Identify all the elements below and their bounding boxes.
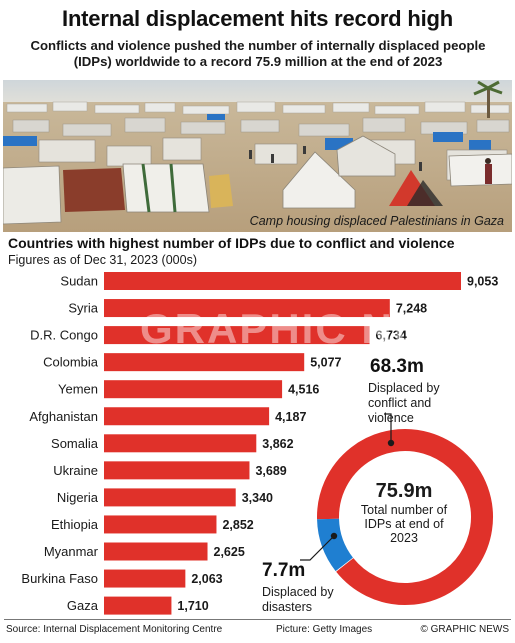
bar-yemen [104,380,283,399]
bar-myanmar [104,542,208,561]
bar-category-label: Gaza [67,598,99,613]
bar-value-label: 2,852 [222,518,253,532]
bar-somalia [104,434,257,453]
disaster-slice-value: 7.7m [262,560,306,581]
bar-category-label: Colombia [43,355,99,370]
disaster-leader-line [300,537,333,561]
palm-tree-icon [473,80,503,118]
conflict-slice-value: 68.3m [370,356,424,377]
bar-value-label: 1,710 [177,599,208,613]
bar-category-label: Burkina Faso [21,571,98,586]
footer-source: Source: Internal Displacement Monitoring… [6,624,223,635]
donut-total-value: 75.9m [375,480,433,502]
footer-picture-credit: Picture: Getty Images [276,624,373,635]
conflict-slice-label: Displaced by conflict and violence [368,381,440,425]
bar-ukraine [104,461,250,480]
bar-value-label: 5,077 [310,356,341,370]
disaster-leader-dot [330,532,338,540]
bar-category-label: Syria [68,301,98,316]
bar-sudan [104,272,461,290]
watermark: GRAPHIC NEWS [140,305,496,352]
bar-gaza [104,596,172,615]
camp-photo: Camp housing displaced Palestinians in G… [3,80,512,232]
bar-category-label: Ethiopia [51,517,99,532]
bar-category-label: Ukraine [53,463,98,478]
chart-title: Countries with highest number of IDPs du… [8,235,455,251]
conflict-leader-dot [387,439,395,447]
footer-divider [4,619,511,620]
bar-value-label: 9,053 [467,275,498,289]
bar-category-label: Somalia [51,436,99,451]
bar-value-label: 3,689 [255,464,286,478]
page-subtitle: Conflicts and violence pushed the number… [30,38,486,69]
donut-total-label: Total number of IDPs at end of 2023 [360,503,448,545]
donut-center: 75.9m Total number of IDPs at end of 202… [360,480,448,545]
donut-slice-disasters [317,518,354,572]
bar-category-label: Nigeria [57,490,99,505]
bar-afghanistan [104,407,270,426]
photo-caption: Camp housing displaced Palestinians in G… [249,214,504,228]
bar-value-label: 4,516 [288,383,319,397]
header: Internal displacement hits record high C… [0,0,515,76]
bar-category-label: Sudan [60,274,98,289]
bar-category-label: Yemen [58,382,98,397]
bar-value-label: 2,625 [214,545,245,559]
bar-category-label: Afghanistan [29,409,98,424]
bar-nigeria [104,488,236,507]
bar-value-label: 4,187 [275,410,306,424]
bar-burkina-faso [104,569,186,588]
camp-photo-illustration [3,80,512,232]
bar-value-label: 2,063 [191,572,222,586]
bar-value-label: 3,340 [242,491,273,505]
bar-category-label: D.R. Congo [30,328,98,343]
chart-subtitle: Figures as of Dec 31, 2023 (000s) [8,253,197,267]
bar-colombia [104,353,305,372]
bar-value-label: 3,862 [262,437,293,451]
bar-ethiopia [104,515,217,534]
page-title: Internal displacement hits record high [62,6,453,31]
footer-copyright: © GRAPHIC NEWS [420,624,510,635]
disaster-slice-label: Displaced by disasters [262,585,334,614]
bar-category-label: Myanmar [44,544,99,559]
